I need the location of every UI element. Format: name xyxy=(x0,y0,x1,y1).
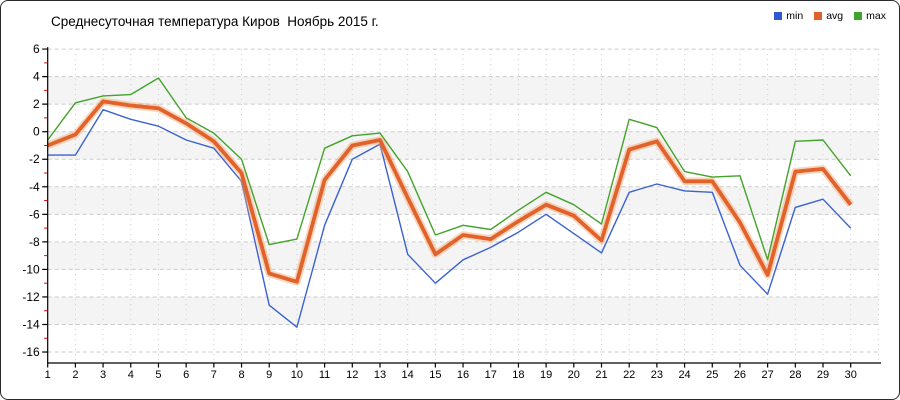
y-tick-label: -6 xyxy=(29,207,40,221)
x-tick-label: 20 xyxy=(568,369,580,381)
x-tick-label: 27 xyxy=(762,369,774,381)
y-tick-label: 4 xyxy=(33,70,40,84)
chart-title: Среднесуточная температура Киров Ноябрь … xyxy=(51,14,379,29)
x-tick-label: 11 xyxy=(319,369,330,381)
y-tick-label: 6 xyxy=(33,42,40,56)
y-tick-label: -16 xyxy=(22,345,40,359)
x-tick-label: 9 xyxy=(266,369,272,381)
legend-item-min: min xyxy=(774,10,803,22)
x-tick-label: 1 xyxy=(45,369,51,381)
x-tick-label: 17 xyxy=(485,369,497,381)
x-tick-label: 15 xyxy=(429,369,441,381)
x-tick-label: 8 xyxy=(238,369,244,381)
series-min-line xyxy=(47,108,852,328)
y-tick-label: -8 xyxy=(29,235,40,249)
x-tick-label: 18 xyxy=(512,369,524,381)
legend: min avg max xyxy=(774,10,886,22)
x-tick-label: 3 xyxy=(100,369,106,381)
x-tick-label: 4 xyxy=(128,369,134,381)
y-tick-label: -10 xyxy=(22,262,40,276)
y-tick-label: -4 xyxy=(29,180,40,194)
legend-label-avg: avg xyxy=(826,10,844,22)
y-tick-label: -12 xyxy=(22,290,40,304)
y-tick-label: -14 xyxy=(22,317,40,331)
series-avg-line xyxy=(46,99,853,284)
x-tick-label: 28 xyxy=(789,369,801,381)
legend-item-avg: avg xyxy=(814,10,843,22)
x-tick-label: 19 xyxy=(540,369,552,381)
x-tick-label: 2 xyxy=(72,369,78,381)
min-series-swatch-icon xyxy=(774,12,783,20)
x-tick-label: 16 xyxy=(457,369,469,381)
legend-item-max: max xyxy=(854,10,886,22)
x-tick-label: 21 xyxy=(595,369,607,381)
y-tick-label: 2 xyxy=(33,97,40,111)
x-tick-label: 23 xyxy=(651,369,663,381)
x-tick-label: 13 xyxy=(374,369,386,381)
y-tick-label: 0 xyxy=(33,125,40,139)
x-tick-label: 30 xyxy=(845,369,857,381)
x-tick-label: 22 xyxy=(623,369,635,381)
x-tick-label: 7 xyxy=(211,369,217,381)
x-tick-label: 6 xyxy=(183,369,189,381)
legend-label-max: max xyxy=(866,10,886,22)
x-tick-label: 14 xyxy=(402,369,414,381)
series-max-line xyxy=(47,77,852,261)
plot-band xyxy=(47,131,879,160)
x-tick-label: 12 xyxy=(346,369,358,381)
x-tick-label: 24 xyxy=(678,369,690,381)
x-tick-label: 26 xyxy=(734,369,746,381)
plot-band xyxy=(47,186,879,215)
x-tick-label: 5 xyxy=(155,369,161,381)
max-series-swatch-icon xyxy=(854,12,863,20)
y-tick-label: -2 xyxy=(29,152,40,166)
x-tick-label: 10 xyxy=(291,369,303,381)
x-tick-label: 25 xyxy=(706,369,718,381)
legend-label-min: min xyxy=(786,10,804,22)
avg-series-swatch-icon xyxy=(814,12,823,20)
plot-band xyxy=(47,296,879,325)
x-tick-label: 29 xyxy=(817,369,829,381)
